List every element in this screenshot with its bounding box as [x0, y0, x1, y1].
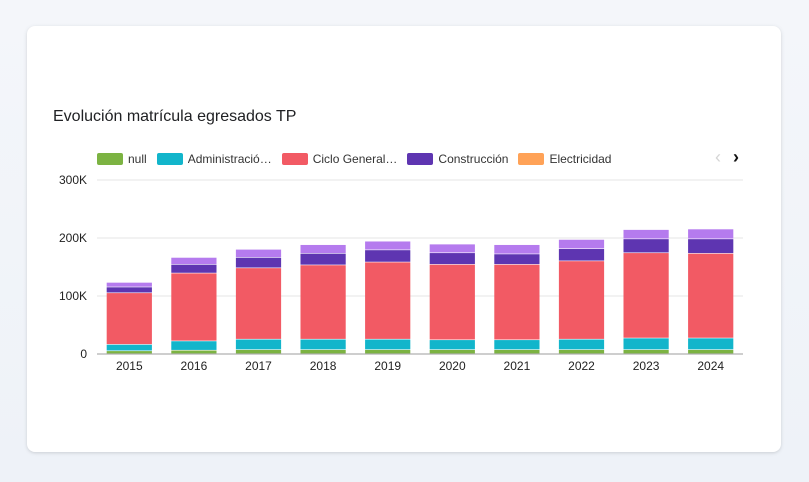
- bar-segment[interactable]: [688, 229, 734, 239]
- bar-segment[interactable]: [365, 250, 411, 262]
- bar-segment[interactable]: [365, 349, 411, 354]
- bar-segment[interactable]: [300, 339, 346, 350]
- bar-segment[interactable]: [300, 349, 346, 354]
- bar-segment[interactable]: [688, 239, 734, 254]
- bar-segment[interactable]: [688, 253, 734, 338]
- bar-segment[interactable]: [623, 253, 669, 338]
- chart-title: Evolución matrícula egresados TP: [53, 108, 297, 125]
- bar-segment[interactable]: [623, 349, 669, 354]
- bar-segment[interactable]: [235, 349, 282, 354]
- bar-segment[interactable]: [494, 340, 540, 350]
- bar-segment[interactable]: [623, 229, 669, 239]
- x-tick-label: 2020: [439, 359, 466, 373]
- bar-segment[interactable]: [558, 339, 605, 350]
- x-tick-label: 2015: [116, 359, 143, 373]
- legend-item[interactable]: Construcción: [407, 152, 508, 166]
- bar-segment[interactable]: [300, 244, 346, 254]
- legend-swatch: [281, 153, 308, 165]
- bar-segment[interactable]: [300, 265, 346, 339]
- y-tick-label: 300K: [59, 173, 87, 187]
- x-tick-label: 2017: [245, 359, 272, 373]
- bar-segment[interactable]: [235, 249, 282, 258]
- legend-item[interactable]: null: [97, 152, 147, 166]
- bar-segment[interactable]: [171, 350, 217, 354]
- bar-segment[interactable]: [429, 349, 475, 354]
- legend-swatch: [518, 153, 545, 165]
- chart-card: Evolución matrícula egresados TP null Adm…: [27, 26, 781, 452]
- bar-segment[interactable]: [171, 273, 217, 341]
- bar-segment[interactable]: [494, 244, 540, 254]
- bar-segment[interactable]: [688, 338, 734, 350]
- chevron-left-icon[interactable]: ‹: [715, 146, 721, 167]
- x-tick-label: 2018: [310, 359, 337, 373]
- bar-segment[interactable]: [235, 257, 282, 268]
- x-tick-label: 2016: [181, 359, 208, 373]
- bar-segment[interactable]: [494, 349, 540, 354]
- bar-segment[interactable]: [558, 261, 605, 339]
- bar-segment[interactable]: [688, 349, 734, 354]
- bar-segment[interactable]: [171, 341, 217, 350]
- bar-segment[interactable]: [106, 293, 152, 345]
- bar-segment[interactable]: [558, 239, 605, 249]
- x-tick-label: 2019: [374, 359, 401, 373]
- y-tick-label: 100K: [59, 289, 87, 303]
- bar-segment[interactable]: [106, 344, 152, 351]
- bar-segment[interactable]: [558, 349, 605, 354]
- x-tick-label: 2023: [633, 359, 660, 373]
- chart-legend: null Administració… Ciclo General… Construc…: [97, 151, 621, 167]
- bar-segment[interactable]: [365, 339, 411, 350]
- bar-segment[interactable]: [623, 338, 669, 350]
- y-tick-label: 200K: [59, 231, 87, 245]
- bar-segment[interactable]: [429, 253, 475, 265]
- legend-item[interactable]: Electricidad: [518, 152, 611, 166]
- bar-segment[interactable]: [171, 264, 217, 273]
- bar-segment[interactable]: [106, 287, 152, 293]
- bar-segment[interactable]: [106, 351, 152, 354]
- bar-chart: 0 100K 200K 300K 2015 2016 2017 2018 2019 2020 202…: [59, 173, 743, 373]
- bar-segment[interactable]: [429, 244, 475, 253]
- bar-segment[interactable]: [106, 282, 152, 287]
- x-tick-label: 2021: [504, 359, 531, 373]
- bar-segment[interactable]: [558, 249, 605, 261]
- bar-segment[interactable]: [429, 340, 475, 350]
- x-tick-label: 2022: [568, 359, 595, 373]
- bar-segment[interactable]: [494, 264, 540, 340]
- legend-swatch: [97, 153, 123, 165]
- legend-swatch: [407, 153, 434, 165]
- legend-swatch: [156, 153, 183, 165]
- legend-item[interactable]: Ciclo General…: [281, 152, 397, 166]
- x-tick-label: 2024: [697, 359, 724, 373]
- bar-segment[interactable]: [494, 254, 540, 265]
- bar-segment[interactable]: [365, 241, 411, 250]
- bar-segment[interactable]: [623, 239, 669, 253]
- y-tick-label: 0: [80, 347, 87, 361]
- bar-segment[interactable]: [235, 268, 282, 339]
- bar-segment[interactable]: [235, 339, 282, 350]
- bar-segment[interactable]: [171, 257, 217, 265]
- bar-segment[interactable]: [365, 262, 411, 339]
- bar-segment[interactable]: [429, 264, 475, 340]
- legend-item[interactable]: Administració…: [156, 152, 272, 166]
- bar-segment[interactable]: [300, 253, 346, 265]
- chevron-right-icon[interactable]: ›: [733, 146, 739, 167]
